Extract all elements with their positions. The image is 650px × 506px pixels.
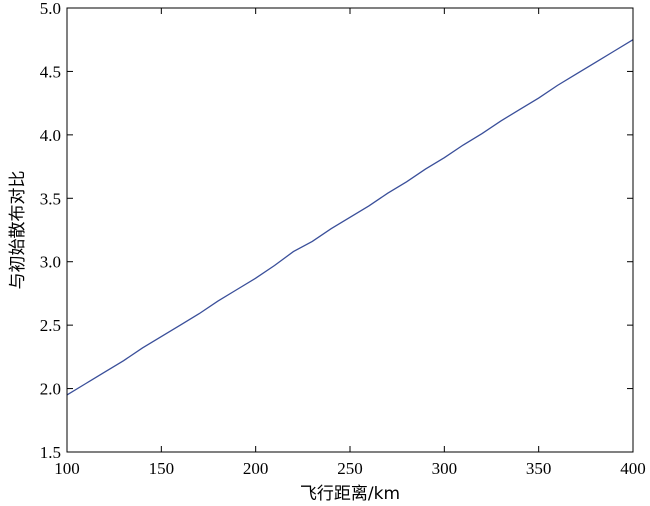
- y-tick-label: 2.5: [40, 316, 61, 335]
- x-tick-label: 200: [243, 459, 269, 478]
- y-tick-label: 4.5: [40, 62, 61, 81]
- series-line: [66, 39, 634, 396]
- x-tick-label: 250: [337, 459, 363, 478]
- ticks-layer: 100 150 200 250 300 350 400 1.5 2.0 2.5 3.0 3.5 4.0 4…: [40, 0, 646, 478]
- y-axis-title: 与初始散布对比: [8, 171, 28, 290]
- y-tick-label: 1.5: [40, 443, 61, 462]
- series-layer: [66, 39, 634, 396]
- y-tick-label: 4.0: [40, 126, 61, 145]
- x-tick-label: 100: [54, 459, 80, 478]
- y-tick-label: 3.0: [40, 253, 61, 272]
- y-tick-label: 5.0: [40, 0, 61, 18]
- y-tick-label: 2.0: [40, 380, 61, 399]
- x-tick-label: 300: [432, 459, 458, 478]
- x-tick-label: 350: [526, 459, 552, 478]
- x-tick-label: 150: [149, 459, 175, 478]
- x-axis-title: 飞行距离/km: [300, 484, 400, 504]
- x-tick-label: 400: [620, 459, 646, 478]
- plot-frame: [66, 7, 634, 453]
- y-tick-label: 3.5: [40, 189, 61, 208]
